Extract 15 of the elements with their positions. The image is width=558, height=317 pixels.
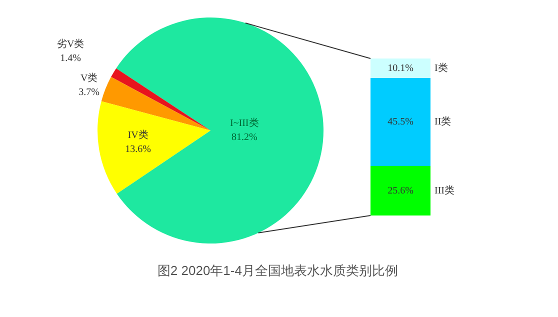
series-label: I类 bbox=[434, 62, 448, 74]
data-label: 1.4% bbox=[60, 53, 82, 64]
slice-label: V类 bbox=[80, 72, 98, 84]
data-label: 13.6% bbox=[125, 144, 151, 156]
data-label: 81.2% bbox=[231, 132, 258, 143]
series-label: II类 bbox=[434, 116, 452, 128]
data-label: 25.6% bbox=[388, 185, 414, 196]
slice-label: IV类 bbox=[128, 129, 148, 142]
data-label: 10.1% bbox=[388, 62, 414, 74]
text: 图2 2020年1-4月全国地表水水质类别比例 bbox=[157, 263, 398, 278]
slice-label: 劣V类 bbox=[56, 38, 84, 50]
data-label: 45.5% bbox=[388, 116, 414, 128]
slice-label: I~III类 bbox=[230, 116, 259, 129]
data-label: 3.7% bbox=[78, 86, 100, 98]
series-label: III类 bbox=[434, 184, 454, 196]
